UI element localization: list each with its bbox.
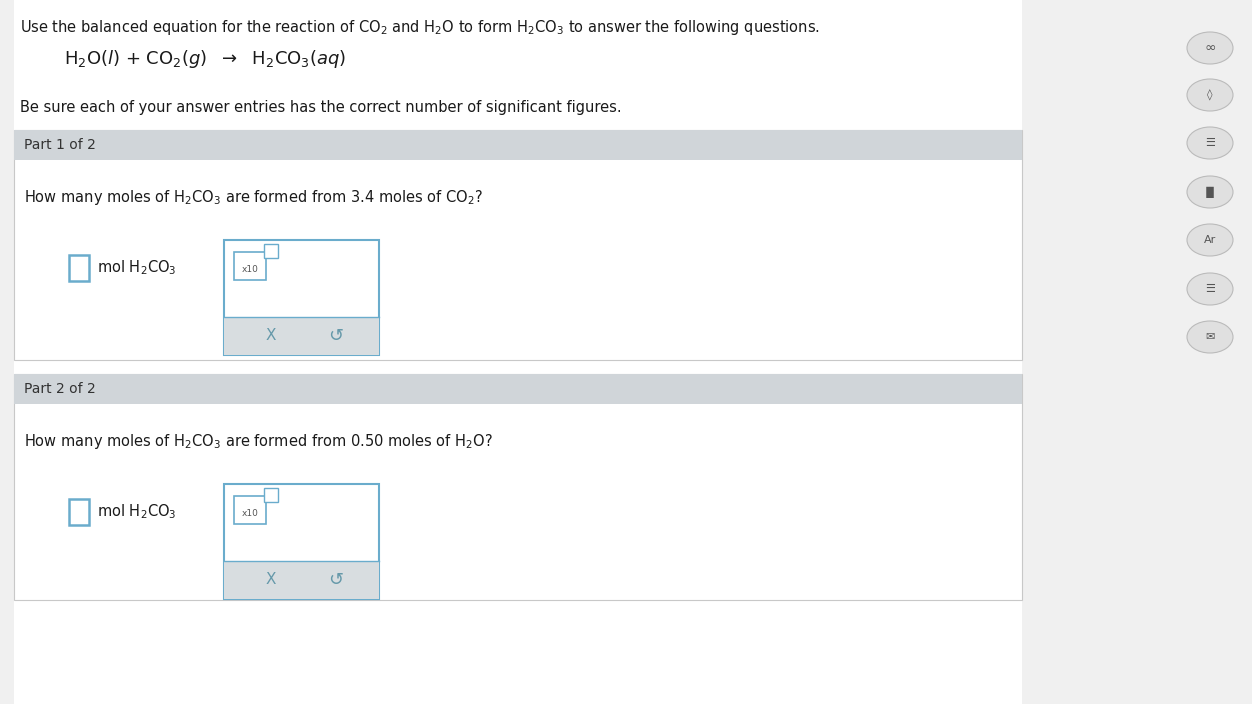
Text: H$_2$O($l$) + CO$_2$($g$)  $\rightarrow$  H$_2$CO$_3$($aq$): H$_2$O($l$) + CO$_2$($g$) $\rightarrow$ … (64, 48, 347, 70)
Bar (14, 130, 1022, 360)
Bar (14, 374, 1022, 404)
Ellipse shape (1187, 176, 1233, 208)
Bar (69, 255, 89, 281)
Bar (264, 488, 278, 502)
Bar (264, 244, 278, 258)
Text: Use the balanced equation for the reaction of CO$_2$ and H$_2$O to form H$_2$CO$: Use the balanced equation for the reacti… (20, 18, 820, 37)
Text: x10: x10 (242, 508, 258, 517)
Text: ✉: ✉ (1206, 332, 1214, 342)
Ellipse shape (1187, 32, 1233, 64)
Text: Part 1 of 2: Part 1 of 2 (24, 138, 96, 152)
Bar (224, 561, 379, 599)
Ellipse shape (1187, 224, 1233, 256)
Text: X: X (265, 572, 275, 588)
Bar (69, 499, 89, 525)
Text: ☰: ☰ (1204, 284, 1214, 294)
Ellipse shape (1187, 273, 1233, 305)
Text: ☰: ☰ (1204, 138, 1214, 148)
Bar (234, 252, 265, 280)
Text: ▐▌: ▐▌ (1202, 187, 1218, 198)
Ellipse shape (1187, 79, 1233, 111)
Text: Be sure each of your answer entries has the correct number of significant figure: Be sure each of your answer entries has … (20, 100, 622, 115)
Text: Ar: Ar (1204, 235, 1216, 245)
Bar (14, 0, 1022, 704)
Ellipse shape (1187, 127, 1233, 159)
Bar (14, 130, 1022, 160)
Text: ∞: ∞ (1204, 41, 1216, 55)
Bar (14, 374, 1022, 600)
Text: Part 2 of 2: Part 2 of 2 (24, 382, 95, 396)
Text: ◊: ◊ (1207, 89, 1213, 101)
Bar (1025, 0, 1252, 704)
Bar (234, 496, 265, 524)
Text: How many moles of H$_2$CO$_3$ are formed from 0.50 moles of H$_2$O?: How many moles of H$_2$CO$_3$ are formed… (24, 432, 493, 451)
Text: How many moles of H$_2$CO$_3$ are formed from 3.4 moles of CO$_2$?: How many moles of H$_2$CO$_3$ are formed… (24, 188, 483, 207)
Bar (224, 240, 379, 355)
Text: x10: x10 (242, 265, 258, 273)
Text: X: X (265, 329, 275, 344)
Text: mol H$_2$CO$_3$: mol H$_2$CO$_3$ (96, 503, 177, 522)
Ellipse shape (1187, 321, 1233, 353)
Bar (224, 317, 379, 355)
Text: ↺: ↺ (328, 327, 343, 345)
Text: mol H$_2$CO$_3$: mol H$_2$CO$_3$ (96, 258, 177, 277)
Text: ↺: ↺ (328, 571, 343, 589)
Bar (224, 484, 379, 599)
